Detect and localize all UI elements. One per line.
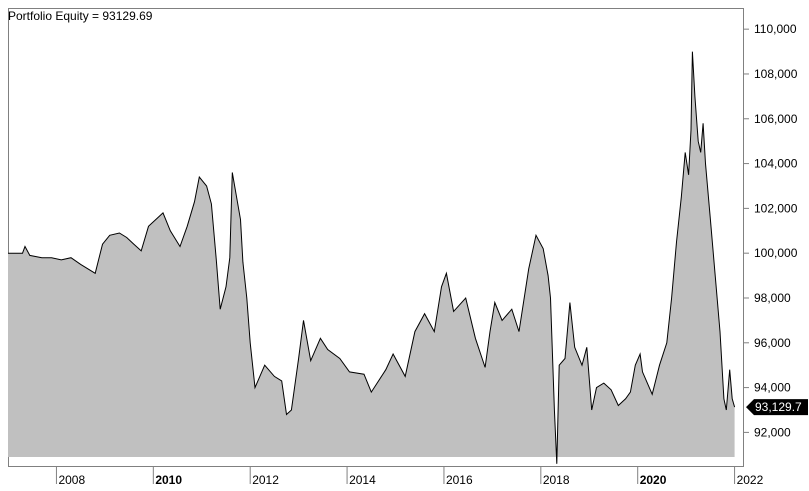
x-tick-label: 2016 xyxy=(446,473,473,487)
y-tick-label: 106,000 xyxy=(754,112,798,126)
y-tick-label: 96,000 xyxy=(754,336,791,350)
y-tick-label: 100,000 xyxy=(754,246,798,260)
x-tick-label: 2020 xyxy=(640,473,667,487)
x-tick-label: 2018 xyxy=(543,473,570,487)
y-tick-label: 94,000 xyxy=(754,381,791,395)
last-value-badge-bg xyxy=(746,399,808,416)
y-tick-label: 98,000 xyxy=(754,291,791,305)
last-value-badge: 93,129.7 xyxy=(746,399,808,416)
x-tick-label: 2022 xyxy=(737,473,764,487)
last-value-label: 93,129.7 xyxy=(755,400,802,414)
y-tick-label: 104,000 xyxy=(754,157,798,171)
x-axis: 2008 2010 2012 2014 2016 2018 2020 2022 xyxy=(55,466,764,487)
y-tick-label: 108,000 xyxy=(754,67,798,81)
x-tick-label: 2012 xyxy=(252,473,279,487)
x-tick-label: 2008 xyxy=(58,473,85,487)
y-tick-label: 110,000 xyxy=(754,22,797,36)
y-tick-label: 102,000 xyxy=(754,201,798,215)
y-axis: 92,000 94,000 96,000 98,000 100,000 102,000 10… xyxy=(743,22,798,439)
y-tick-label: 92,000 xyxy=(754,425,791,439)
equity-line xyxy=(8,51,736,464)
chart-title: Portfolio Equity = 93129.69 xyxy=(8,9,153,23)
equity-area xyxy=(8,51,735,464)
x-tick-label: 2010 xyxy=(155,473,182,487)
equity-area-layer xyxy=(8,51,736,464)
x-tick-label: 2014 xyxy=(349,473,376,487)
